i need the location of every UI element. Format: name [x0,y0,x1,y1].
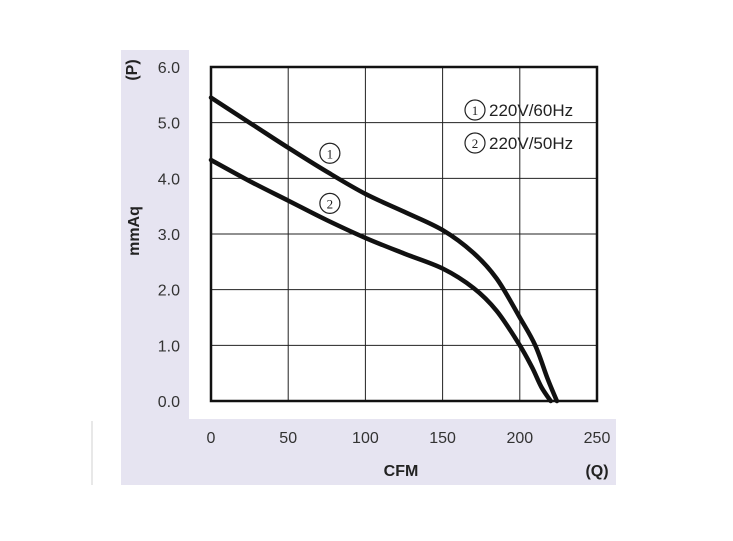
x-axis-band [121,419,616,485]
series-line-1 [208,95,560,404]
legend-marker-number: 1 [472,103,479,118]
x-axis-label: CFM [384,463,419,480]
plot-border [209,65,599,403]
y-tick-label: 6.0 [158,60,180,77]
y-tick-label: 4.0 [158,171,180,188]
y-tick-label: 3.0 [158,227,180,244]
y-tick-label: 0.0 [158,394,180,411]
legend-label: 220V/50Hz [489,134,573,153]
legend-marker-circle [464,99,486,121]
y-axis-band [121,50,189,485]
x-axis-unit: (Q) [585,463,608,480]
y-tick-label: 1.0 [158,338,180,355]
divider-line [91,421,93,485]
curve-marker-circle [319,142,341,164]
x-tick-label: 150 [429,430,456,447]
curve-marker-number: 2 [327,196,334,211]
x-tick-label: 0 [207,430,216,447]
x-tick-label: 200 [506,430,533,447]
x-tick-label: 50 [279,430,297,447]
x-tick-label: 100 [352,430,379,447]
curve-marker-circle [319,192,341,214]
y-axis-unit: (P) [124,59,141,80]
curve-marker-number: 1 [327,146,334,161]
series-line-2 [208,157,553,404]
y-axis-label: mmAq [126,206,143,256]
y-tick-label: 2.0 [158,283,180,300]
x-tick-label: 250 [584,430,611,447]
legend-marker-number: 2 [472,136,479,151]
legend-marker-circle [464,132,486,154]
y-tick-label: 5.0 [158,116,180,133]
legend-label: 220V/60Hz [489,101,573,120]
